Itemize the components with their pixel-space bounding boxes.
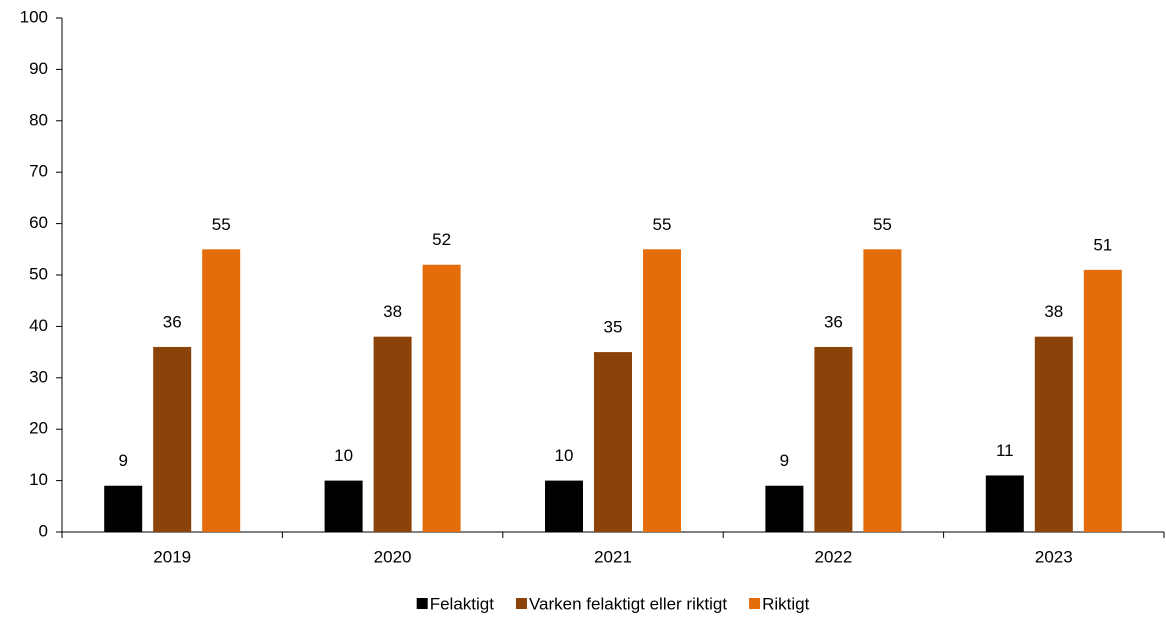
data-label: 36 [824, 312, 843, 331]
x-tick-label: 2021 [594, 547, 632, 566]
data-label: 36 [163, 312, 182, 331]
y-tick-label: 50 [29, 264, 48, 283]
y-tick-label: 70 [29, 162, 48, 181]
bar [1083, 269, 1122, 532]
legend-swatch [416, 598, 428, 609]
y-tick-label: 90 [29, 59, 48, 78]
bar [545, 480, 583, 532]
data-label: 51 [1093, 235, 1112, 254]
bar [765, 485, 804, 532]
bar [324, 480, 363, 532]
x-tick-label: 2022 [814, 547, 852, 566]
data-label: 55 [873, 215, 892, 234]
y-tick-label: 30 [29, 367, 48, 386]
y-tick-label: 80 [29, 110, 48, 129]
bar [104, 485, 143, 532]
legend-label: Varken felaktigt eller riktigt [529, 594, 727, 613]
data-label: 10 [555, 446, 574, 465]
data-label: 38 [1044, 302, 1063, 321]
y-tick-label: 100 [20, 7, 48, 26]
bar [643, 249, 681, 533]
bar [1034, 336, 1073, 532]
data-label: 52 [432, 230, 451, 249]
bar [373, 336, 412, 532]
data-label: 9 [118, 451, 127, 470]
bar [594, 352, 632, 532]
y-tick-label: 0 [39, 521, 48, 540]
y-tick-label: 40 [29, 316, 48, 335]
x-tick-label: 2020 [374, 547, 412, 566]
y-tick-label: 20 [29, 419, 48, 438]
bar [202, 249, 241, 533]
legend: Felaktigt Varken felaktigt eller riktigt R… [416, 594, 810, 613]
bar [985, 475, 1024, 532]
data-label: 11 [996, 441, 1014, 460]
legend-label: Riktigt [762, 594, 810, 613]
y-tick-label: 60 [29, 213, 48, 232]
legend-swatch [515, 598, 527, 609]
bar [863, 249, 902, 533]
data-label: 55 [653, 215, 672, 234]
bar [814, 346, 853, 532]
legend-swatch [749, 598, 761, 609]
bar [153, 346, 192, 532]
x-tick-label: 2019 [153, 547, 191, 566]
legend-label: Felaktigt [430, 594, 495, 613]
x-tick-label: 2023 [1035, 547, 1073, 566]
data-label: 9 [780, 451, 789, 470]
data-label: 38 [383, 302, 402, 321]
data-label: 35 [604, 318, 623, 337]
data-label: 10 [334, 446, 353, 465]
bar [422, 264, 461, 532]
data-label: 55 [212, 215, 231, 234]
y-tick-label: 10 [29, 470, 48, 489]
